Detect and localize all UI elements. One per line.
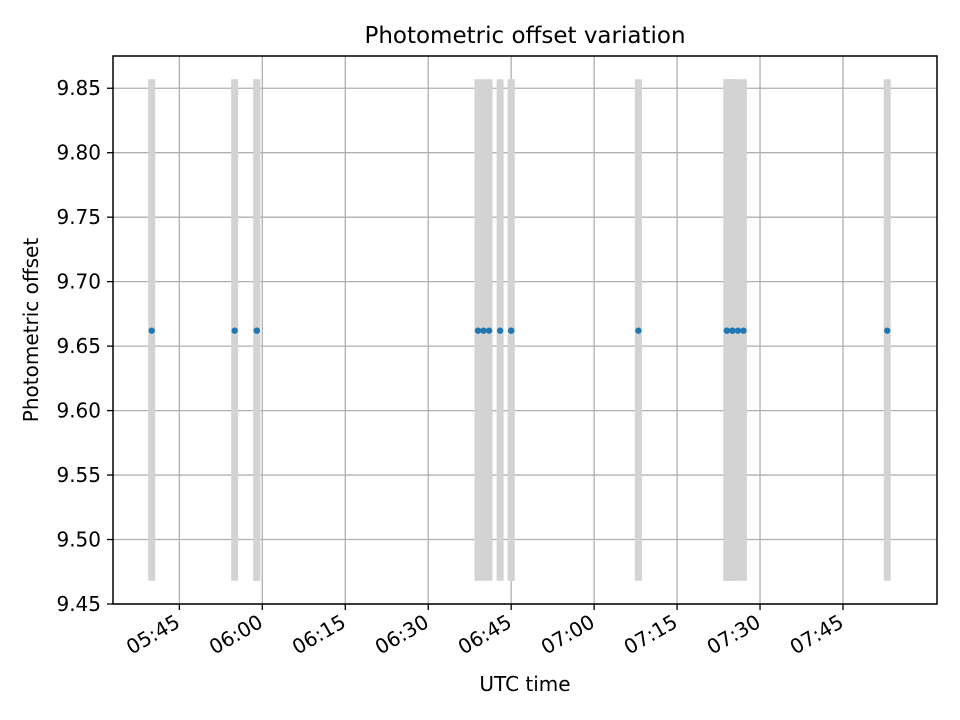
data-point bbox=[729, 327, 736, 334]
data-point bbox=[723, 327, 731, 334]
data-point bbox=[635, 327, 642, 334]
y-tick-label: 9.65 bbox=[56, 334, 101, 358]
data-points bbox=[148, 327, 891, 334]
data-point bbox=[740, 327, 747, 334]
data-point bbox=[734, 327, 742, 334]
y-tick-label: 9.75 bbox=[56, 205, 101, 229]
y-tick-label: 9.60 bbox=[56, 399, 101, 423]
x-tick-label: 07:45 bbox=[786, 610, 848, 660]
data-point bbox=[231, 327, 238, 334]
data-point bbox=[884, 327, 891, 334]
x-axis-ticks: 05:45 06:00 06:15 06:30 06:45 07:00 07:15 07:30… bbox=[122, 604, 848, 660]
y-tick-label: 9.45 bbox=[56, 592, 101, 616]
data-point bbox=[253, 327, 260, 334]
x-tick-label: 06:45 bbox=[454, 610, 516, 660]
x-tick-label: 05:45 bbox=[122, 610, 184, 660]
data-point bbox=[496, 327, 504, 334]
data-point bbox=[148, 327, 155, 334]
data-point bbox=[474, 327, 482, 334]
chart-title: Photometric offset variation bbox=[364, 23, 685, 49]
plot-frame bbox=[112, 55, 938, 605]
y-axis-title: Photometric offset bbox=[19, 238, 43, 423]
x-tick-label: 07:30 bbox=[703, 610, 765, 660]
x-axis-title: UTC time bbox=[479, 672, 570, 696]
y-tick-label: 9.85 bbox=[56, 76, 101, 100]
y-tick-label: 9.55 bbox=[56, 463, 101, 487]
x-tick-label: 06:15 bbox=[288, 610, 350, 660]
y-axis-ticks: 9.45 9.50 9.55 9.60 9.65 9.70 9.75 9.80 9.85 bbox=[56, 76, 113, 616]
x-tick-label: 07:00 bbox=[537, 610, 599, 660]
data-point bbox=[507, 327, 515, 334]
data-point bbox=[485, 327, 493, 334]
x-tick-label: 06:00 bbox=[205, 610, 267, 660]
y-tick-label: 9.70 bbox=[56, 270, 101, 294]
y-tick-label: 9.80 bbox=[56, 141, 101, 165]
data-point bbox=[480, 327, 487, 334]
x-tick-label: 07:15 bbox=[620, 610, 682, 660]
y-tick-label: 9.50 bbox=[56, 528, 101, 552]
x-tick-label: 06:30 bbox=[371, 610, 433, 660]
